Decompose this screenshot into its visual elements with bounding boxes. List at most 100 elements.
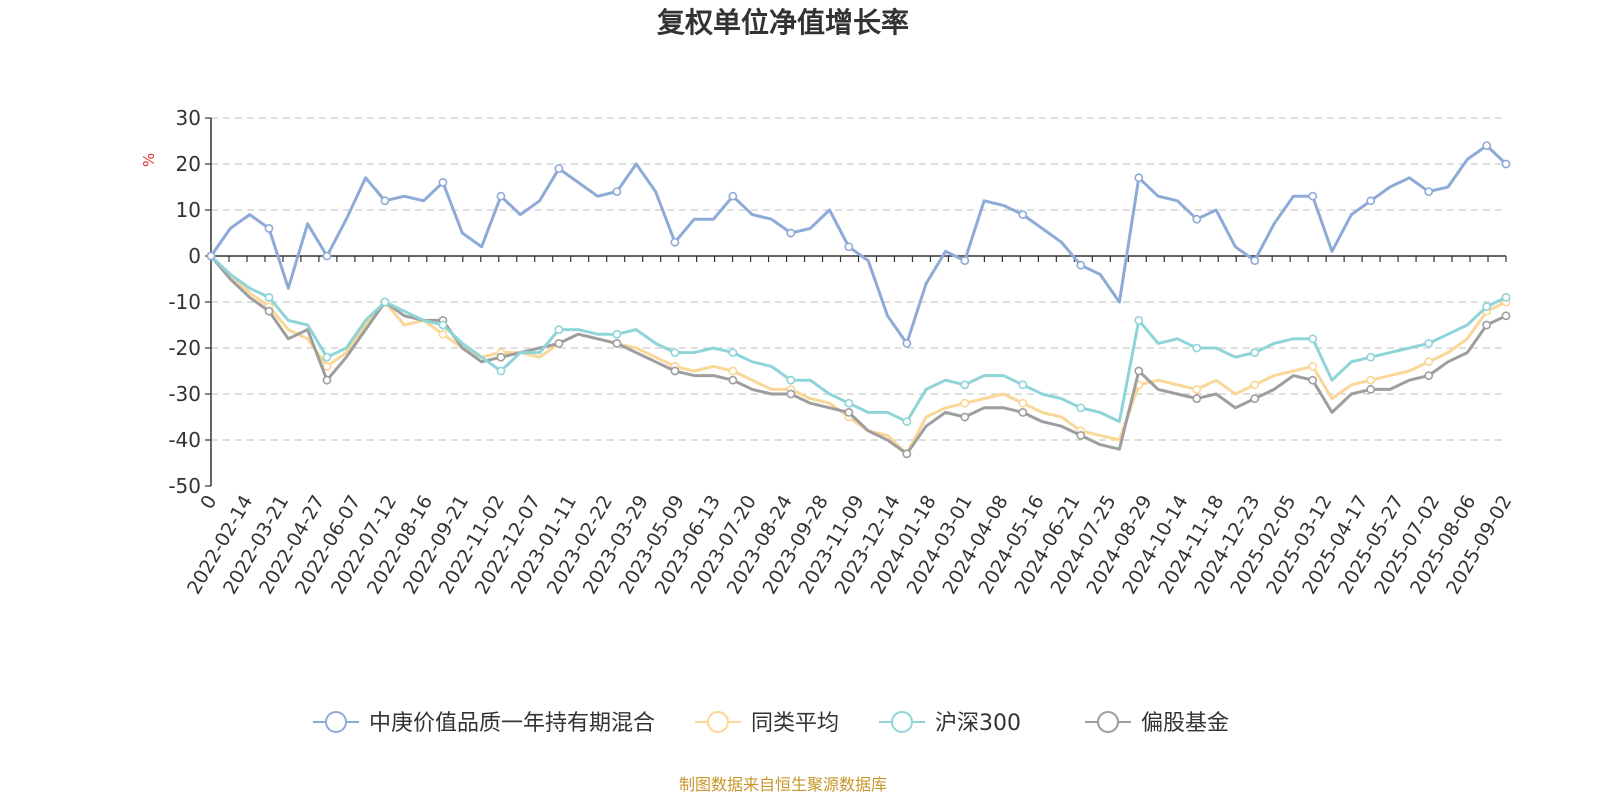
data-point (728, 366, 738, 376)
data-point (960, 256, 970, 265)
series-2 (206, 251, 1511, 426)
data-point (1134, 315, 1144, 325)
data-point (728, 348, 738, 357)
series-line (209, 144, 1508, 345)
data-point (612, 329, 622, 339)
y-tick-label: -50 (168, 474, 201, 498)
data-point (844, 407, 854, 417)
data-point (902, 417, 912, 426)
data-point (1501, 159, 1511, 169)
data-point (1424, 357, 1434, 367)
data-point (438, 177, 448, 187)
y-tick-label: 0 (188, 244, 201, 268)
legend-circle-icon (891, 711, 913, 733)
data-point (902, 449, 912, 459)
data-point (1308, 334, 1318, 344)
data-point (322, 375, 332, 385)
data-point (1501, 311, 1511, 321)
data-point (1192, 343, 1202, 353)
data-point (1424, 371, 1434, 380)
series-lines (206, 141, 1511, 459)
data-point (612, 187, 622, 196)
legend: 中庚价值品质一年持有期混合 同类平均 沪深300 偏股基金 (313, 711, 1229, 736)
data-point (1076, 430, 1086, 440)
y-axis-label: % (140, 153, 158, 167)
data-point (1501, 292, 1511, 302)
y-tick-label: 10 (176, 198, 201, 222)
data-point (786, 228, 796, 238)
data-point (960, 398, 970, 408)
data-point (670, 366, 680, 376)
data-point (1134, 366, 1144, 376)
data-point (844, 398, 854, 408)
data-point (380, 196, 390, 206)
data-point (264, 292, 274, 302)
legend-circle-icon (1097, 711, 1119, 733)
data-point (1366, 375, 1376, 385)
data-point (1366, 196, 1376, 206)
data-point (1018, 380, 1028, 390)
data-point (960, 380, 970, 390)
data-point (960, 412, 970, 422)
data-point (1250, 348, 1260, 357)
data-point (264, 306, 274, 316)
data-point (612, 338, 622, 348)
data-point (670, 237, 680, 247)
x-tick-label: 0 (196, 492, 221, 513)
data-point (496, 352, 506, 362)
y-tick-label: -10 (168, 290, 201, 314)
legend-item-2[interactable]: 沪深300 (879, 711, 1021, 736)
data-point (322, 251, 332, 261)
data-point (322, 361, 332, 371)
legend-circle-icon (325, 711, 347, 733)
data-point (1076, 260, 1086, 270)
series-line (209, 254, 1507, 456)
data-point (438, 329, 448, 339)
data-point (554, 164, 564, 173)
data-point (786, 389, 796, 399)
data-point (728, 191, 738, 201)
data-point (438, 320, 448, 330)
legend-item-1[interactable]: 同类平均 (695, 711, 839, 736)
y-tick-label: 30 (176, 106, 201, 130)
y-tick-label: -30 (168, 382, 201, 406)
series-3 (206, 251, 1511, 459)
data-point (1018, 398, 1028, 408)
data-point (1192, 384, 1202, 394)
data-point (380, 297, 390, 307)
data-point (1192, 214, 1202, 224)
data-point (1424, 187, 1434, 196)
data-point (264, 223, 274, 233)
legend-item-3[interactable]: 偏股基金 (1085, 711, 1229, 736)
data-point (1076, 403, 1086, 413)
data-point (1018, 210, 1028, 219)
data-point (1308, 361, 1318, 371)
data-source-note: 制图数据来自恒生聚源数据库 (679, 775, 887, 794)
chart-title: 复权单位净值增长率 (657, 6, 909, 39)
data-point (1308, 375, 1318, 385)
y-tick-label: -40 (168, 428, 201, 452)
data-point (1250, 394, 1260, 403)
data-point (1250, 256, 1260, 265)
data-point (322, 352, 332, 362)
legend-circle-icon (707, 711, 729, 733)
series-0 (206, 141, 1511, 348)
y-tick-label: 20 (176, 152, 201, 176)
data-point (844, 242, 854, 252)
data-point (1308, 191, 1318, 201)
data-point (1482, 141, 1492, 150)
y-tick-label: -20 (168, 336, 201, 360)
data-point (1482, 320, 1492, 330)
data-point (496, 366, 506, 376)
data-point (1366, 384, 1376, 394)
data-point (554, 325, 564, 334)
data-point (1482, 302, 1492, 311)
data-point (728, 375, 738, 385)
data-point (1366, 352, 1376, 362)
legend-item-0[interactable]: 中庚价值品质一年持有期混合 (313, 711, 655, 736)
gridlines (211, 117, 1506, 441)
data-point (1134, 173, 1144, 183)
data-point (670, 348, 680, 357)
data-point (786, 375, 796, 385)
